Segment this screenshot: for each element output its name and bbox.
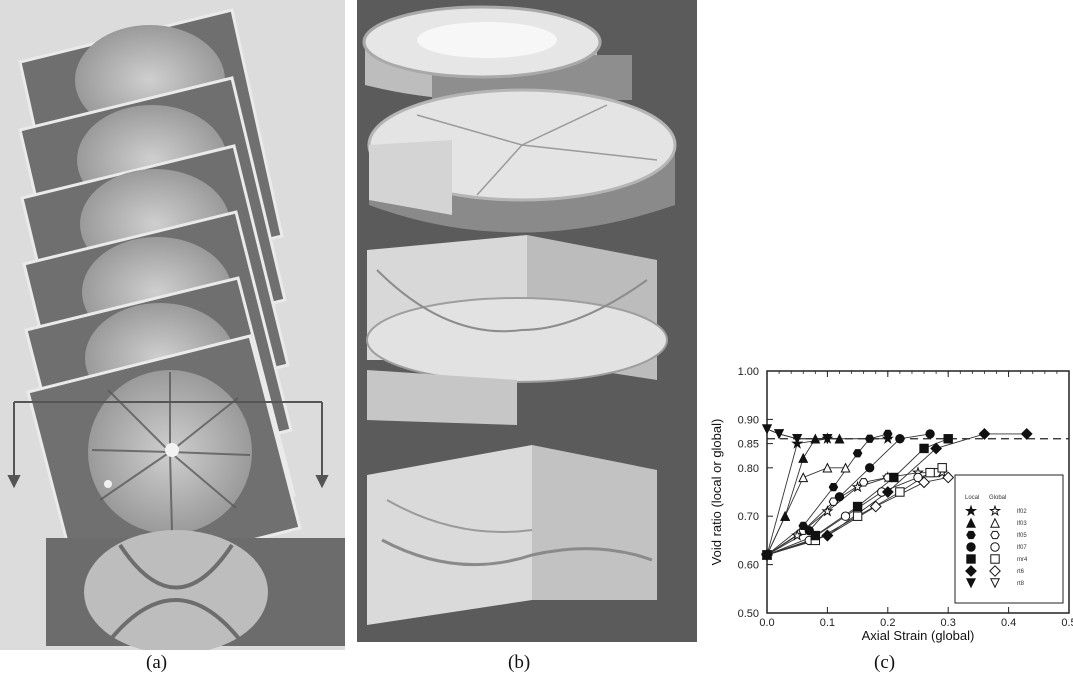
legend-marker-local bbox=[965, 578, 977, 589]
data-point-lf07-global bbox=[913, 472, 923, 483]
render-cross-upper bbox=[366, 235, 668, 425]
y-tick-label: 0.90 bbox=[738, 414, 759, 426]
legend-marker-global bbox=[989, 578, 1001, 589]
render-cross-lower bbox=[367, 445, 657, 625]
legend-entry-label: mr4 bbox=[1017, 557, 1028, 563]
data-point-mr4-global bbox=[925, 467, 935, 478]
data-point-rt8-local bbox=[822, 434, 833, 445]
data-point-rt6-local bbox=[761, 549, 773, 561]
data-point-rt6-local bbox=[1020, 428, 1033, 440]
data-point-lf05-local bbox=[852, 449, 863, 458]
legend-marker-global bbox=[988, 504, 1002, 517]
data-point-lf07-local bbox=[864, 463, 875, 473]
y-tick-label: 0.70 bbox=[738, 511, 759, 523]
data-point-rt6-local bbox=[930, 442, 943, 455]
legend-entry-label: lf02 bbox=[1017, 509, 1027, 515]
data-point-rt6-global bbox=[918, 476, 930, 489]
x-tick-label: 0.1 bbox=[820, 617, 835, 629]
render-disc-cut bbox=[367, 88, 677, 233]
series-line-rt8-local bbox=[766, 428, 828, 440]
vertical-section bbox=[46, 530, 346, 654]
x-tick-label: 0.0 bbox=[759, 617, 774, 629]
legend-marker-local bbox=[965, 517, 977, 528]
caption-b: (b) bbox=[508, 652, 531, 673]
data-point-rt6-global bbox=[942, 471, 955, 484]
legend-header-global: Global bbox=[989, 495, 1006, 501]
x-tick-label: 0.3 bbox=[941, 617, 956, 629]
x-tick-label: 0.2 bbox=[880, 617, 895, 629]
panel-a-ct-slices bbox=[0, 0, 346, 654]
data-point-rt6-local bbox=[881, 486, 894, 498]
slice-6-front bbox=[26, 334, 302, 586]
data-point-mr4-local bbox=[919, 443, 929, 454]
data-point-mr4-local bbox=[943, 434, 953, 444]
caption-a: (a) bbox=[146, 652, 168, 673]
legend-entry-label: rt8 bbox=[1017, 581, 1025, 587]
data-point-rt8-local bbox=[792, 434, 803, 445]
legend-entry-label: lf05 bbox=[1017, 533, 1027, 539]
legend-entry-label: lf03 bbox=[1017, 521, 1027, 527]
y-tick-label: 0.80 bbox=[738, 463, 759, 475]
data-point-lf03-local bbox=[780, 510, 791, 521]
data-point-mr4-global bbox=[852, 511, 863, 521]
data-point-lf03-local bbox=[834, 433, 845, 444]
legend-marker-global bbox=[989, 517, 1001, 528]
data-point-mr4-global bbox=[895, 487, 905, 497]
caption-c: (c) bbox=[874, 652, 896, 673]
section-arrows bbox=[7, 401, 329, 489]
legend-marker-local bbox=[964, 504, 978, 517]
legend-marker-global bbox=[990, 530, 1000, 540]
data-point-rt6-local bbox=[978, 428, 991, 440]
data-point-lf03-local bbox=[798, 452, 809, 463]
data-point-lf07-local bbox=[834, 492, 845, 502]
data-point-lf05-local bbox=[883, 429, 893, 439]
data-point-lf05-local bbox=[864, 434, 875, 443]
data-point-mr4-local bbox=[852, 501, 863, 512]
data-point-lf02-local bbox=[881, 432, 894, 444]
data-point-rt8-local bbox=[774, 429, 785, 440]
legend-entry-label: rt6 bbox=[1017, 569, 1025, 575]
plot-frame bbox=[766, 370, 1070, 614]
legend-header-local: Local bbox=[965, 495, 979, 501]
volume-render-image bbox=[357, 0, 697, 642]
data-point-mr4-global bbox=[937, 463, 947, 473]
data-point-rt6-local bbox=[821, 529, 834, 542]
legend-marker-global bbox=[989, 565, 1001, 577]
legend-marker-global bbox=[990, 554, 1000, 564]
void-ratio-chart: 0.0 0.1 0.2 0.3 0.4 0.5 0.50 0.60 0.70 0.80 0.85 0.… bbox=[705, 355, 1073, 645]
legend-marker-local bbox=[965, 565, 977, 577]
legend-marker-local bbox=[966, 530, 976, 540]
legend-entry-label: lf07 bbox=[1017, 545, 1027, 551]
legend-marker-global bbox=[990, 542, 1000, 552]
x-axis-label: Axial Strain (global) bbox=[862, 628, 975, 643]
y-tick-label: 1.00 bbox=[738, 366, 759, 378]
data-point-mr4-local bbox=[810, 530, 821, 541]
data-point-lf03-global bbox=[822, 462, 833, 473]
panel-b-3d-render bbox=[357, 0, 697, 642]
y-tick-label: 0.85 bbox=[738, 439, 759, 451]
data-point-mr4-local bbox=[889, 472, 899, 483]
data-point-lf07-local bbox=[925, 429, 935, 439]
y-tick-label: 0.60 bbox=[738, 560, 759, 572]
data-point-rt6-global bbox=[869, 500, 882, 513]
data-point-lf07-global bbox=[840, 511, 851, 521]
data-point-lf07-local bbox=[895, 434, 905, 444]
legend: Local Global lf02 lf03 lf05 lf07 mr4 rt6 rt8 bbox=[954, 474, 1064, 604]
y-tick-label: 0.50 bbox=[738, 608, 759, 620]
data-point-lf03-local bbox=[810, 433, 821, 444]
data-point-lf05-global bbox=[858, 478, 869, 487]
data-point-lf05-local bbox=[828, 483, 839, 492]
x-tick-label: 0.5 bbox=[1061, 617, 1073, 629]
y-axis-label: Void ratio (local or global) bbox=[709, 419, 724, 566]
panel-c-void-ratio-chart: 0.0 0.1 0.2 0.3 0.4 0.5 0.50 0.60 0.70 0.80 0.85 0.… bbox=[705, 355, 1073, 645]
render-disc-top bbox=[362, 5, 632, 100]
legend-marker-local bbox=[966, 542, 976, 552]
data-point-rt8-local bbox=[761, 424, 773, 435]
data-point-lf03-global bbox=[840, 462, 851, 473]
x-tick-label: 0.4 bbox=[1001, 617, 1016, 629]
legend-marker-local bbox=[966, 554, 976, 564]
data-point-lf03-global bbox=[798, 472, 809, 483]
data-point-lf02-global bbox=[821, 505, 834, 517]
ct-slice-stack-image bbox=[0, 0, 346, 654]
